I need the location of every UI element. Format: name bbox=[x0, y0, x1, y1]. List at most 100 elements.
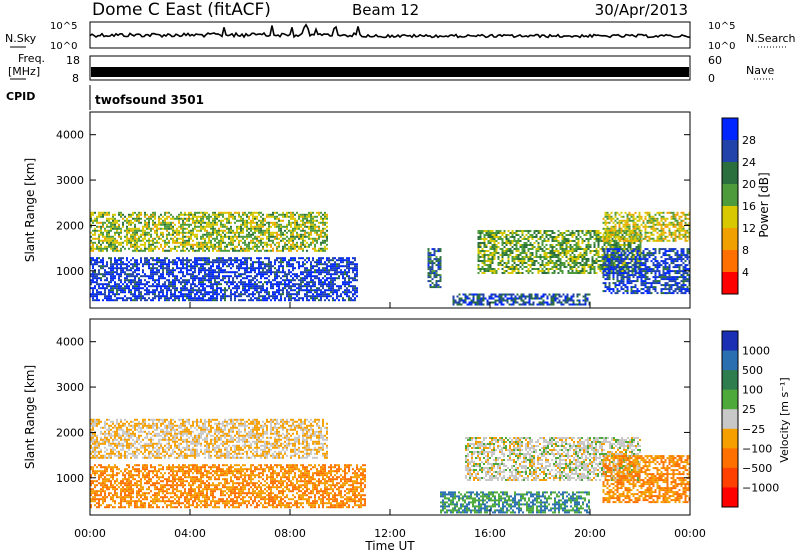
heatmap-cell bbox=[164, 267, 166, 270]
heatmap-cell bbox=[278, 267, 280, 270]
heatmap-cell bbox=[324, 241, 326, 244]
heatmap-cell bbox=[112, 269, 114, 272]
heatmap-cell bbox=[556, 297, 559, 300]
heatmap-cell bbox=[501, 272, 504, 274]
heatmap-cell bbox=[314, 261, 316, 264]
heatmap-cell bbox=[536, 293, 539, 296]
heatmap-cell bbox=[140, 247, 142, 250]
heatmap-cell bbox=[300, 243, 302, 246]
heatmap-cell bbox=[318, 213, 320, 216]
heatmap-cell bbox=[342, 283, 344, 286]
heatmap-cell bbox=[286, 291, 288, 294]
heatmap-cell bbox=[326, 235, 328, 238]
heatmap-cell bbox=[188, 241, 190, 244]
heatmap-cell bbox=[535, 256, 538, 258]
heatmap-cell bbox=[268, 221, 270, 224]
heatmap-cell bbox=[234, 247, 236, 250]
heatmap-cell bbox=[116, 265, 118, 268]
heatmap-cell bbox=[611, 260, 614, 262]
heatmap-cell bbox=[613, 246, 616, 248]
heatmap-cell bbox=[537, 242, 540, 244]
heatmap-cell bbox=[326, 221, 328, 224]
heatmap-cell bbox=[551, 256, 554, 258]
heatmap-cell bbox=[92, 293, 94, 296]
heatmap-cell bbox=[576, 299, 579, 302]
heatmap-cell bbox=[496, 303, 499, 306]
heatmap-cell bbox=[528, 293, 531, 296]
heatmap-cell bbox=[290, 213, 292, 216]
heatmap-cell bbox=[439, 274, 442, 277]
heatmap-cell bbox=[547, 268, 550, 270]
heatmap-cell bbox=[238, 233, 240, 236]
heatmap-cell bbox=[490, 301, 493, 304]
heatmap-cell bbox=[535, 230, 538, 232]
heatmap-cell bbox=[326, 229, 328, 232]
heatmap-cell bbox=[342, 265, 344, 268]
heatmap-cell bbox=[254, 287, 256, 290]
heatmap-cell bbox=[278, 233, 280, 236]
heatmap-cell bbox=[206, 231, 208, 234]
heatmap-cell bbox=[334, 257, 336, 260]
heatmap-cell bbox=[92, 247, 94, 250]
heatmap-cell bbox=[605, 246, 608, 248]
heatmap-cell bbox=[274, 223, 276, 226]
heatmap-cell bbox=[555, 266, 558, 268]
heatmap-cell bbox=[597, 240, 600, 242]
heatmap-cell bbox=[439, 276, 442, 279]
heatmap-cell bbox=[228, 229, 230, 232]
heatmap-cell bbox=[296, 245, 298, 248]
heatmap-cell bbox=[429, 274, 432, 277]
heatmap-cell bbox=[292, 267, 294, 270]
heatmap-cell bbox=[326, 297, 328, 300]
heatmap-cell bbox=[278, 217, 280, 220]
heatmap-cell bbox=[477, 236, 480, 238]
heatmap-cell bbox=[190, 267, 192, 270]
heatmap-cell bbox=[429, 252, 432, 255]
heatmap-cell bbox=[534, 295, 537, 298]
heatmap-cell bbox=[224, 249, 226, 252]
heatmap-cell bbox=[126, 241, 128, 244]
heatmap-cell bbox=[503, 242, 506, 244]
heatmap-cell bbox=[296, 243, 298, 246]
heatmap-cell bbox=[190, 217, 192, 220]
heatmap-cell bbox=[558, 299, 561, 302]
heatmap-cell bbox=[194, 271, 196, 274]
heatmap-cell bbox=[246, 269, 248, 272]
heatmap-cell bbox=[557, 230, 560, 232]
heatmap-cell bbox=[220, 211, 222, 214]
heatmap-cell bbox=[194, 289, 196, 292]
heatmap-cell bbox=[198, 257, 200, 260]
heatmap-cell bbox=[184, 299, 186, 302]
heatmap-cell bbox=[292, 259, 294, 262]
heatmap-cell bbox=[252, 213, 254, 216]
heatmap-cell bbox=[272, 287, 274, 290]
heatmap-cell bbox=[210, 273, 212, 276]
heatmap-cell bbox=[182, 223, 184, 226]
heatmap-cell bbox=[292, 293, 294, 296]
heatmap-cell bbox=[202, 277, 204, 280]
heatmap-cell bbox=[605, 242, 608, 244]
heatmap-cell bbox=[322, 263, 324, 266]
heatmap-cell bbox=[477, 258, 480, 260]
heatmap-cell bbox=[170, 291, 172, 294]
heatmap-cell bbox=[558, 301, 561, 304]
heatmap-cell bbox=[170, 297, 172, 300]
heatmap-cell bbox=[513, 266, 516, 268]
heatmap-cell bbox=[513, 240, 516, 242]
heatmap-cell bbox=[242, 257, 244, 260]
heatmap-cell bbox=[256, 215, 258, 218]
heatmap-cell bbox=[138, 293, 140, 296]
heatmap-cell bbox=[200, 227, 202, 230]
heatmap-cell bbox=[570, 299, 573, 302]
heatmap-cell bbox=[298, 213, 300, 216]
heatmap-cell bbox=[150, 269, 152, 272]
heatmap-cell bbox=[212, 277, 214, 280]
heatmap-cell bbox=[320, 279, 322, 282]
heatmap-cell bbox=[310, 241, 312, 244]
heatmap-cell bbox=[158, 235, 160, 238]
heatmap-cell bbox=[501, 260, 504, 262]
heatmap-cell bbox=[114, 285, 116, 288]
heatmap-cell bbox=[148, 249, 150, 252]
heatmap-cell bbox=[593, 238, 596, 240]
heatmap-cell bbox=[575, 268, 578, 270]
